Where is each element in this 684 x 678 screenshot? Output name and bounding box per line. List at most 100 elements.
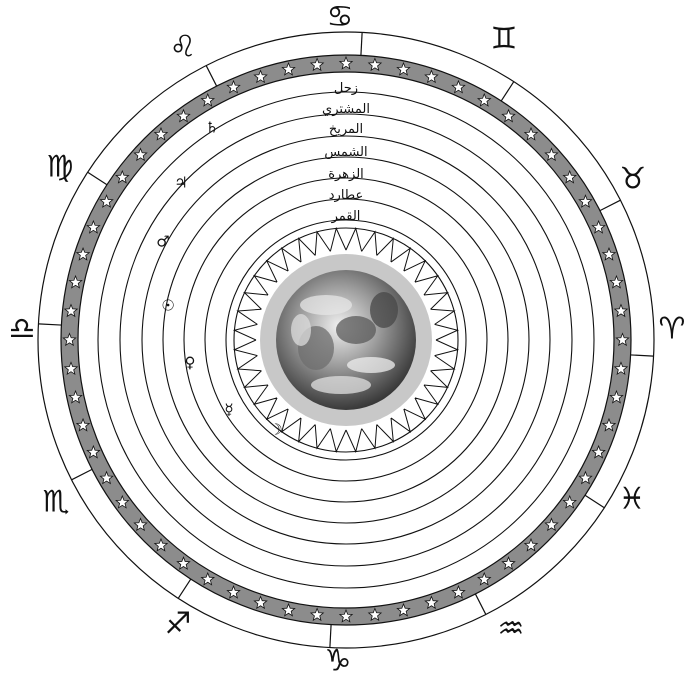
libra-icon: ♎ xyxy=(9,312,36,347)
star-mark xyxy=(153,537,169,552)
fixed-stars-band xyxy=(60,54,632,626)
earth-cloud xyxy=(336,316,376,344)
pisces-icon: ♓ xyxy=(619,482,646,517)
planet-label: الزهرة xyxy=(328,167,364,182)
gemini-icon: ♊ xyxy=(491,22,518,57)
star-mark xyxy=(226,584,241,599)
zodiac-divider xyxy=(87,171,108,186)
star-mark xyxy=(86,219,101,234)
zodiac-divider xyxy=(599,199,621,212)
zodiac-divider xyxy=(500,81,515,102)
star-mark xyxy=(176,108,191,123)
planet-orbit-ring xyxy=(204,198,488,482)
planet-orbit-ring xyxy=(183,177,509,503)
star-mark xyxy=(501,556,516,570)
star-mark xyxy=(99,194,114,208)
leo-icon: ♌ xyxy=(170,30,197,65)
star-mark xyxy=(615,332,630,347)
star-mark xyxy=(200,571,215,586)
planet-label: عطارد xyxy=(329,188,363,203)
star-mark xyxy=(601,246,617,261)
star-mark xyxy=(133,147,148,162)
star-mark xyxy=(477,92,492,107)
star-mark xyxy=(477,571,492,586)
star-band-ring xyxy=(60,54,632,626)
mars-symbol: ♂ xyxy=(156,233,169,251)
scorpio-icon: ♏ xyxy=(43,485,70,520)
taurus-icon: ♉ xyxy=(620,162,647,197)
star-mark xyxy=(367,57,383,72)
star-mark xyxy=(578,470,593,485)
star-mark xyxy=(451,584,466,599)
star-mark xyxy=(523,126,539,141)
star-mark xyxy=(68,274,83,289)
planet-label: القمر xyxy=(331,209,361,224)
star-mark xyxy=(62,332,77,347)
earth-cloud xyxy=(347,357,395,373)
star-mark xyxy=(309,57,325,72)
star-mark xyxy=(601,417,617,432)
saturn-symbol: ♄ xyxy=(205,119,218,137)
moon-symbol: ☽ xyxy=(269,421,282,439)
zodiac-divider xyxy=(71,468,93,481)
star-mark xyxy=(451,79,466,94)
star-mark xyxy=(613,303,629,318)
star-mark xyxy=(86,444,101,459)
zodiac-dividers xyxy=(38,32,654,648)
star-mark xyxy=(424,595,439,610)
star-mark xyxy=(133,517,148,532)
star-mark xyxy=(75,246,91,261)
star-mark xyxy=(68,389,83,404)
planet-labels: زحل المشتري المريخ الشمس الزهرة عطارد القمر xyxy=(322,81,370,224)
star-mark xyxy=(200,92,215,107)
zodiac-divider xyxy=(205,65,218,87)
star-mark xyxy=(544,147,559,162)
earth-cloud xyxy=(291,314,311,346)
spike-zigzag xyxy=(232,226,460,454)
earth-cloud xyxy=(311,376,371,394)
star-mark xyxy=(281,602,296,617)
aquarius-icon: ♒ xyxy=(498,612,525,647)
planet-label: المريخ xyxy=(329,122,363,137)
sagittarius-icon: ♐ xyxy=(165,607,192,642)
star-mark xyxy=(562,169,577,184)
venus-symbol: ♀ xyxy=(185,354,196,372)
star-mark xyxy=(609,389,624,404)
star-mark xyxy=(367,607,383,622)
star-mark xyxy=(501,108,516,123)
zodiac-divider xyxy=(177,578,192,599)
planet-orbit-ring xyxy=(119,113,573,567)
zodiac-divider xyxy=(630,354,654,357)
planet-orbit-ring xyxy=(97,91,595,589)
star-mark xyxy=(523,537,539,552)
earth-cloud xyxy=(370,292,398,328)
star-mark xyxy=(99,470,114,485)
star-mark xyxy=(338,55,354,70)
planet-label: الشمس xyxy=(324,145,367,160)
earth-globe xyxy=(260,254,432,426)
planet-symbols: ♄ ♃ ♂ ☉ ♀ ☿ ☽ xyxy=(156,119,282,439)
virgo-icon: ♍ xyxy=(47,150,74,185)
star-mark xyxy=(591,219,606,234)
capricorn-icon: ♑ xyxy=(325,644,352,678)
star-mark xyxy=(396,602,411,617)
star-mark xyxy=(309,607,325,622)
star-mark xyxy=(115,494,130,509)
star-mark xyxy=(226,79,241,94)
star-mark xyxy=(591,444,606,459)
mercury-symbol: ☿ xyxy=(224,401,233,419)
zodiac-signs: ♋ ♊ ♉ ♈ ♓ ♒ ♑ ♐ ♏ ♎ ♍ ♌ xyxy=(9,0,684,678)
star-mark xyxy=(424,69,439,84)
earth-cloud xyxy=(300,295,352,315)
star-mark xyxy=(613,361,629,376)
star-mark xyxy=(396,61,411,76)
star-mark xyxy=(281,61,296,76)
planet-orbit-ring xyxy=(162,156,530,524)
planet-label: زحل xyxy=(334,81,358,96)
star-mark xyxy=(253,69,268,84)
zodiac-divider xyxy=(38,323,62,326)
star-mark xyxy=(115,169,130,184)
zodiac-divider xyxy=(584,494,605,509)
planet-orbit-ring xyxy=(225,219,467,461)
